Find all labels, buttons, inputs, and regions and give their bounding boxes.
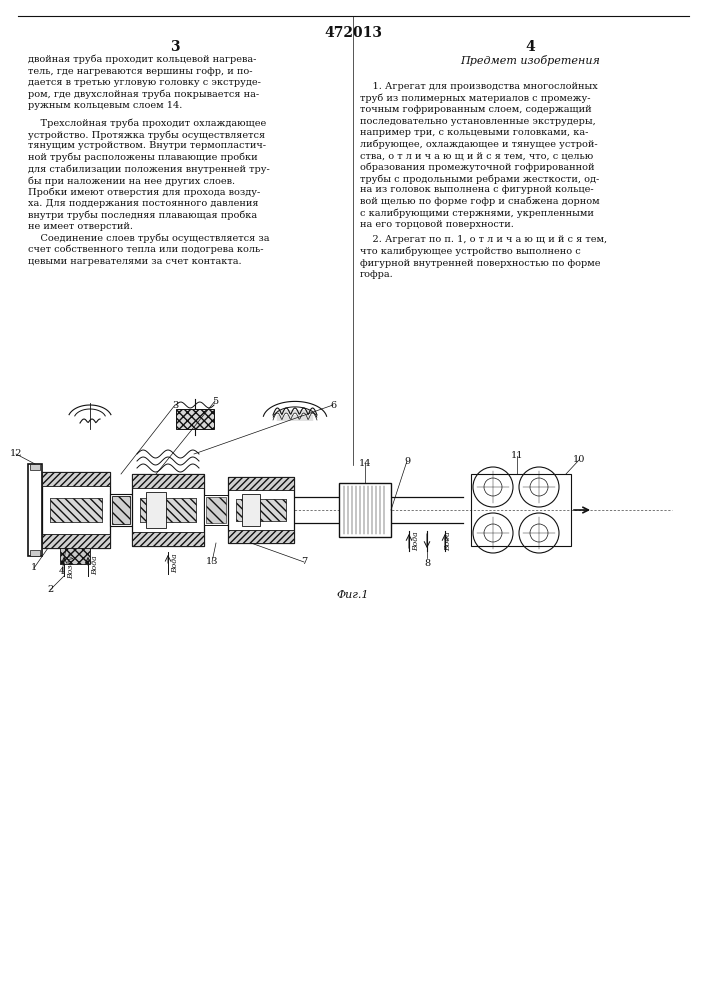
Bar [30, 464, 40, 470]
Bar [242, 494, 260, 526]
Text: дается в третью угловую головку с экструде-: дается в третью угловую головку с экстру… [28, 78, 261, 87]
Bar [140, 498, 196, 522]
Bar [50, 498, 102, 522]
Bar [236, 499, 286, 521]
Text: внутри трубы последняя плавающая пробка: внутри трубы последняя плавающая пробка [28, 211, 257, 220]
Text: 9: 9 [404, 456, 410, 466]
Text: 7: 7 [301, 558, 307, 566]
Text: 11: 11 [510, 452, 523, 460]
Bar [228, 477, 294, 543]
Bar [140, 498, 196, 522]
Text: ной трубы расположены плавающие пробки: ной трубы расположены плавающие пробки [28, 153, 257, 162]
Text: ром, где двухслойная труба покрывается на-: ром, где двухслойная труба покрывается н… [28, 90, 259, 99]
Text: вой щелью по форме гофр и снабжена дорном: вой щелью по форме гофр и снабжена дорно… [360, 197, 600, 207]
Text: Вода: Вода [412, 531, 420, 551]
Text: ха. Для поддержания постоянного давления: ха. Для поддержания постоянного давления [28, 199, 259, 208]
Text: 5: 5 [212, 396, 218, 406]
Text: трубы с продольными ребрами жесткости, од-: трубы с продольными ребрами жесткости, о… [360, 174, 600, 184]
Text: Φиг.1: Φиг.1 [337, 590, 369, 600]
Text: Вода: Вода [171, 553, 179, 573]
Text: точным гофрированным слоем, содержащий: точным гофрированным слоем, содержащий [360, 105, 592, 114]
Text: для стабилизации положения внутренней тру-: для стабилизации положения внутренней тр… [28, 164, 270, 174]
Text: устройство. Протяжка трубы осуществляется: устройство. Протяжка трубы осуществляетс… [28, 130, 265, 139]
Bar [30, 550, 40, 556]
Text: ружным кольцевым слоем 14.: ружным кольцевым слоем 14. [28, 101, 182, 110]
Text: фигурной внутренней поверхностью по форме: фигурной внутренней поверхностью по форм… [360, 258, 600, 267]
Bar [132, 532, 204, 546]
Bar [42, 534, 110, 548]
Text: либрующее, охлаждающее и тянущее устрой-: либрующее, охлаждающее и тянущее устрой- [360, 139, 597, 149]
Bar [60, 548, 90, 564]
Text: 4: 4 [59, 568, 65, 576]
Text: на из головок выполнена с фигурной кольце-: на из головок выполнена с фигурной кольц… [360, 186, 594, 194]
Text: тянущим устройством. Внутри термопластич-: тянущим устройством. Внутри термопластич… [28, 141, 266, 150]
Text: бы при наложении на нее других слоев.: бы при наложении на нее других слоев. [28, 176, 235, 186]
Bar [176, 409, 214, 429]
Bar [28, 464, 42, 556]
Text: например три, с кольцевыми головками, ка-: например три, с кольцевыми головками, ка… [360, 128, 588, 137]
Bar [228, 530, 294, 543]
Bar [204, 495, 228, 525]
Text: 14: 14 [358, 458, 371, 468]
Text: Пробки имеют отверстия для прохода возду-: Пробки имеют отверстия для прохода возду… [28, 188, 260, 197]
Bar [42, 472, 110, 548]
Bar [146, 492, 166, 528]
Bar [132, 474, 204, 488]
Text: Вода: Вода [91, 555, 99, 575]
Text: 12: 12 [10, 450, 22, 458]
Bar [110, 494, 132, 526]
Text: двойная труба проходит кольцевой нагрева-: двойная труба проходит кольцевой нагрева… [28, 55, 257, 64]
Text: Предмет изобретения: Предмет изобретения [460, 55, 600, 66]
Text: Трехслойная труба проходит охлаждающее: Трехслойная труба проходит охлаждающее [28, 118, 267, 128]
Bar [42, 472, 110, 486]
Text: не имеет отверстий.: не имеет отверстий. [28, 222, 133, 231]
Text: последовательно установленные экструдеры,: последовательно установленные экструдеры… [360, 116, 596, 125]
Text: тель, где нагреваются вершины гофр, и по-: тель, где нагреваются вершины гофр, и по… [28, 66, 252, 76]
Text: 8: 8 [424, 558, 430, 568]
Text: Воздух: Воздух [67, 551, 75, 579]
Text: 2. Агрегат по п. 1, о т л и ч а ю щ и й с я тем,: 2. Агрегат по п. 1, о т л и ч а ю щ и й … [360, 235, 607, 244]
Text: 1. Агрегат для производства многослойных: 1. Агрегат для производства многослойных [360, 82, 597, 91]
Bar [132, 474, 204, 546]
Bar [206, 497, 226, 523]
Text: гофра.: гофра. [360, 270, 394, 279]
Text: 4: 4 [525, 40, 535, 54]
Bar [339, 483, 391, 537]
Text: 1: 1 [31, 564, 37, 572]
Text: с калибрующими стержнями, укрепленными: с калибрующими стержнями, укрепленными [360, 209, 594, 218]
Text: труб из полимерных материалов с промежу-: труб из полимерных материалов с промежу- [360, 94, 590, 103]
Bar [236, 499, 286, 521]
Bar [471, 474, 571, 546]
Bar [50, 498, 102, 522]
Text: на его торцовой поверхности.: на его торцовой поверхности. [360, 220, 514, 229]
Text: счет собственного тепла или подогрева коль-: счет собственного тепла или подогрева ко… [28, 245, 264, 254]
Bar [228, 477, 294, 490]
Text: цевыми нагревателями за счет контакта.: цевыми нагревателями за счет контакта. [28, 256, 242, 265]
Text: Вода: Вода [444, 531, 452, 551]
Text: образования промежуточной гофрированной: образования промежуточной гофрированной [360, 162, 595, 172]
Text: Соединение слоев трубы осуществляется за: Соединение слоев трубы осуществляется за [28, 233, 269, 243]
Text: 3: 3 [170, 40, 180, 54]
Text: 3: 3 [172, 400, 178, 410]
Bar [112, 496, 130, 524]
Text: ства, о т л и ч а ю щ и й с я тем, что, с целью: ства, о т л и ч а ю щ и й с я тем, что, … [360, 151, 593, 160]
Text: 472013: 472013 [324, 26, 382, 40]
Text: что калибрующее устройство выполнено с: что калибрующее устройство выполнено с [360, 247, 580, 256]
Text: 2: 2 [47, 585, 53, 594]
Text: 6: 6 [330, 400, 336, 410]
Text: 13: 13 [206, 558, 218, 566]
Text: 10: 10 [573, 456, 585, 464]
